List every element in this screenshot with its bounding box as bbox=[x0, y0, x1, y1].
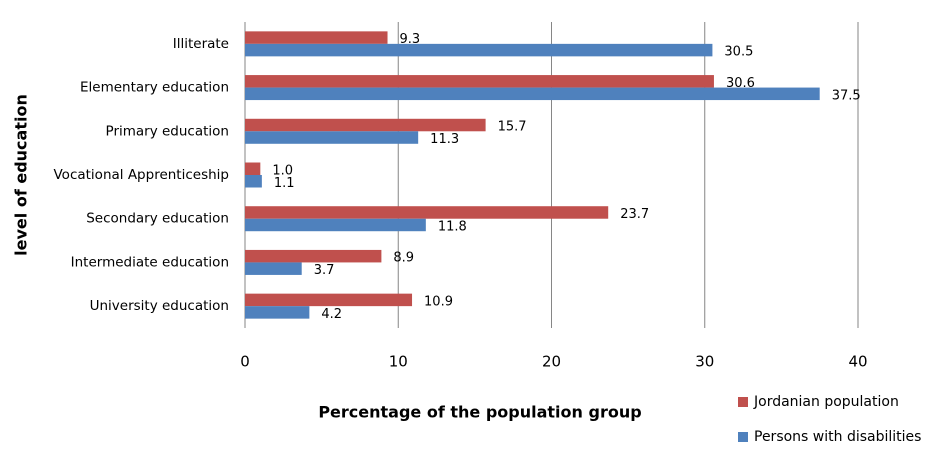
bar bbox=[245, 31, 388, 44]
bar bbox=[245, 131, 419, 144]
y-tick-label: Elementary education bbox=[80, 80, 229, 96]
y-tick-label: University education bbox=[90, 298, 229, 314]
value-label: 11.3 bbox=[430, 132, 459, 147]
x-tick-label: 0 bbox=[240, 353, 250, 371]
bar bbox=[245, 87, 820, 101]
bar bbox=[245, 306, 310, 319]
x-tick-label: 40 bbox=[848, 353, 867, 371]
x-tick-label: 20 bbox=[542, 353, 561, 371]
value-label: 10.9 bbox=[424, 294, 453, 309]
value-label: 3.7 bbox=[314, 263, 335, 278]
bar bbox=[245, 249, 382, 263]
value-label: 4.2 bbox=[321, 307, 342, 322]
bar bbox=[245, 118, 486, 132]
x-tick-label: 30 bbox=[695, 353, 714, 371]
legend-swatch bbox=[738, 397, 748, 407]
bar bbox=[245, 162, 261, 175]
legend-label: Persons with disabilities bbox=[754, 429, 921, 445]
y-tick-label: Intermediate education bbox=[71, 254, 229, 270]
value-label: 23.7 bbox=[620, 207, 649, 222]
x-axis-title: Percentage of the population group bbox=[318, 403, 641, 422]
value-label: 30.5 bbox=[724, 45, 753, 60]
y-tick-label: Primary education bbox=[106, 123, 229, 139]
bar bbox=[245, 218, 426, 232]
legend-swatch bbox=[738, 432, 748, 442]
bar bbox=[245, 75, 714, 88]
bar bbox=[245, 206, 609, 219]
bar bbox=[245, 262, 302, 275]
y-tick-label: Vocational Apprenticeship bbox=[54, 167, 230, 183]
value-label: 30.6 bbox=[726, 76, 755, 91]
legend-label: Jordanian population bbox=[753, 394, 899, 410]
value-label: 15.7 bbox=[498, 120, 527, 135]
value-label: 9.3 bbox=[400, 32, 421, 47]
value-label: 8.9 bbox=[393, 251, 414, 266]
bar bbox=[245, 43, 713, 57]
y-axis-title: level of education bbox=[12, 94, 31, 256]
y-tick-label: Illiterate bbox=[173, 36, 229, 52]
value-label: 11.8 bbox=[438, 219, 467, 234]
value-label: 1.0 bbox=[272, 163, 293, 178]
value-label: 37.5 bbox=[832, 88, 861, 103]
bar bbox=[245, 293, 413, 307]
value-label: 1.1 bbox=[274, 176, 295, 191]
x-tick-label: 10 bbox=[389, 353, 408, 371]
y-tick-label: Secondary education bbox=[86, 211, 229, 227]
bar bbox=[245, 175, 262, 188]
